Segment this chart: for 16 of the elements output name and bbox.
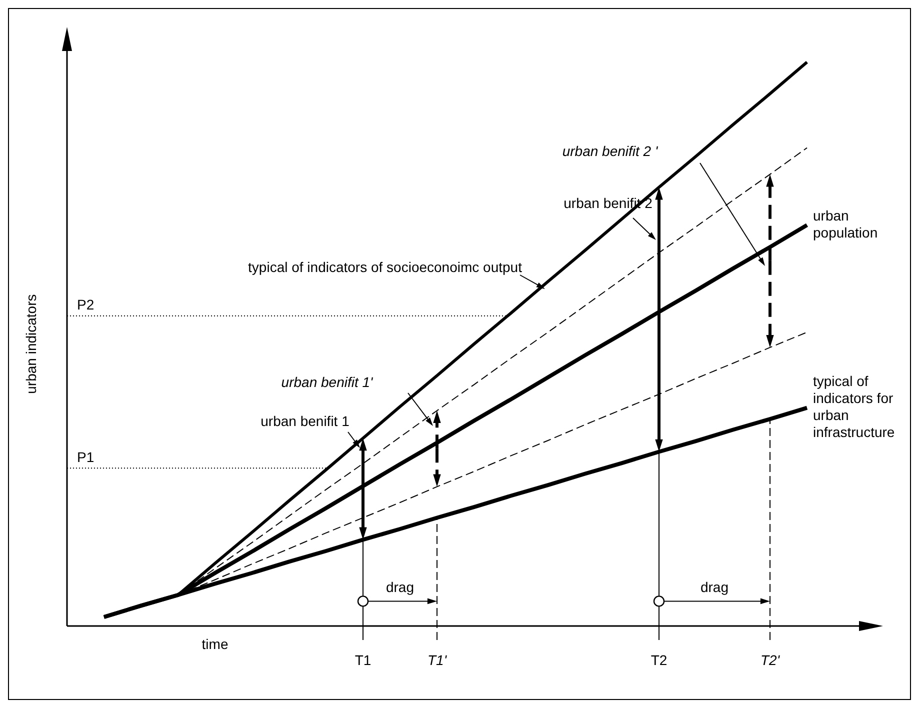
ref-line-label: P2 xyxy=(77,296,94,313)
annotation: urban benifit 1' xyxy=(281,374,374,390)
annotation: drag xyxy=(386,579,414,596)
y-axis-title: urban indicators xyxy=(22,294,39,394)
x-tick-label: T2' xyxy=(760,652,781,668)
series-label: typical of indicators of socioeconoimc output xyxy=(248,258,522,275)
ref-line-label: P1 xyxy=(77,448,94,465)
series-label: typical of indicators for urban infrastructure xyxy=(813,373,895,440)
series-label: urban population xyxy=(813,207,878,240)
annotation: drag xyxy=(700,579,729,596)
annotation: urban benifit 1 xyxy=(260,412,350,429)
annotation: urban benifit 2 ' xyxy=(562,142,659,159)
x-tick-label: T1 xyxy=(354,652,372,668)
x-axis-title: time xyxy=(202,636,228,652)
x-tick-label: T1' xyxy=(427,652,448,668)
x-tick-label: T2 xyxy=(650,652,668,668)
